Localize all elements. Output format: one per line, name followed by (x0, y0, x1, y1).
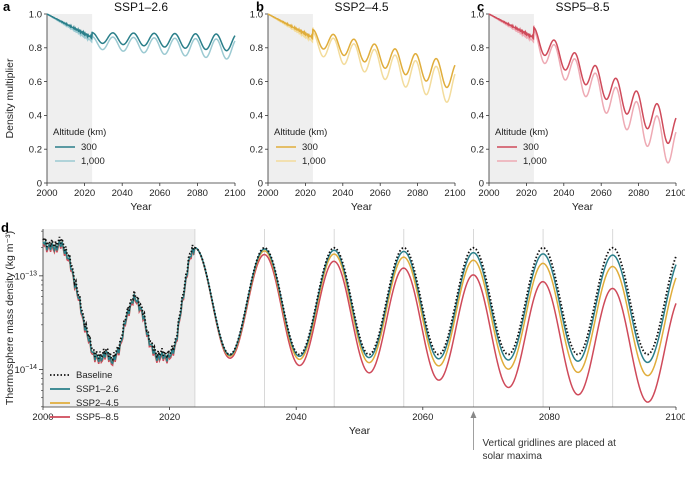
y-tick-base: 10 (15, 271, 26, 282)
series-line-1000 (46, 13, 236, 60)
y-tick-label: 10−14 (15, 364, 38, 376)
series-line-ssp1-2-6 (42, 238, 677, 365)
x-tick-label: 2020 (74, 188, 95, 199)
y-tick-label: 0.2 (250, 145, 263, 156)
x-tick-label: 2100 (665, 412, 685, 423)
y-tick-label: 0 (258, 178, 263, 189)
x-axis-label: Year (351, 201, 373, 213)
y-tick-base: 10 (15, 365, 26, 376)
x-tick-label: 2080 (187, 188, 208, 199)
x-axis-label: Year (572, 201, 594, 213)
legend-label-1000: 1,000 (81, 156, 105, 167)
annotation-arrow-head (470, 411, 477, 418)
y-tick-label: 0.4 (471, 111, 484, 122)
x-tick-label: 2000 (478, 188, 499, 199)
x-tick-label: 2060 (412, 412, 433, 423)
panel-title: SSP5–8.5 (555, 0, 609, 14)
legend-label: SSP1–2.6 (76, 384, 119, 395)
legend-label-300: 300 (302, 142, 318, 153)
x-tick-label: 2060 (591, 188, 612, 199)
x-tick-label: 2040 (286, 412, 307, 423)
y-tick-label: 1.0 (250, 9, 263, 20)
y-axis-label: Thermosphere mass density (kg m⁻³) (4, 231, 16, 405)
x-tick-label: 2100 (224, 188, 245, 199)
series-line-300 (488, 13, 677, 145)
panel-letter: d (1, 220, 9, 235)
y-tick-label: 0.6 (250, 77, 263, 88)
x-tick-label: 2060 (370, 188, 391, 199)
x-tick-label: 2020 (159, 412, 180, 423)
y-tick-label: 0.2 (471, 145, 484, 156)
x-tick-label: 2000 (36, 188, 57, 199)
x-tick-label: 2080 (539, 412, 560, 423)
x-tick-label: 2040 (553, 188, 574, 199)
legend-label-300: 300 (523, 142, 539, 153)
y-tick-label: 1.0 (471, 9, 484, 20)
panel-letter: c (477, 0, 484, 14)
legend-label-1000: 1,000 (302, 156, 326, 167)
panel-letter: a (3, 0, 11, 14)
x-tick-label: 2000 (32, 412, 53, 423)
panel-title: SSP2–4.5 (334, 0, 388, 14)
legend-label: Baseline (76, 370, 112, 381)
x-tick-label: 2100 (444, 188, 465, 199)
y-tick-label: 0.2 (29, 145, 42, 156)
x-tick-label: 2020 (516, 188, 537, 199)
legend-label-300: 300 (81, 142, 97, 153)
x-tick-label: 2020 (295, 188, 316, 199)
x-tick-label: 2080 (628, 188, 649, 199)
legend-title: Altitude (km) (495, 127, 548, 138)
y-tick-label: 0.6 (29, 77, 42, 88)
legend-title: Altitude (km) (53, 127, 106, 138)
x-axis-label: Year (349, 425, 371, 437)
panel-title: SSP1–2.6 (114, 0, 168, 14)
historical-shade (489, 14, 534, 183)
y-tick-exp: −13 (25, 270, 37, 277)
y-tick-label: 0.8 (250, 43, 263, 54)
panel-b: 2000 2020 2040 2060 2080 2100 0 0.2 0.4 0.6 0.8 1.0… (250, 0, 466, 213)
historical-shade (47, 14, 93, 183)
x-tick-label: 2060 (149, 188, 170, 199)
y-tick-label: 0.8 (29, 43, 42, 54)
x-tick-label: 2040 (112, 188, 133, 199)
x-tick-label: 2080 (407, 188, 428, 199)
legend-label: SSP5–8.5 (76, 412, 119, 423)
legend-label: SSP2–4.5 (76, 398, 119, 409)
y-tick-label: 0.4 (29, 111, 42, 122)
panel-c: 2000 2020 2040 2060 2080 2100 0 0.2 0.4 0.6 0.8 1.0… (471, 0, 685, 213)
x-tick-label: 2100 (665, 188, 685, 199)
x-tick-label: 2040 (332, 188, 353, 199)
annotation-text-line2: solar maxima (482, 451, 542, 462)
annotation-text-line1: Vertical gridlines are placed at (482, 438, 616, 449)
y-tick-label: 0 (479, 178, 484, 189)
y-tick-label: 1.0 (29, 9, 42, 20)
y-tick-label: 0 (37, 178, 42, 189)
x-tick-label: 2000 (257, 188, 278, 199)
x-axis-label: Year (130, 201, 152, 213)
historical-shade (268, 14, 313, 183)
panel-d: 2000 2020 2040 2060 2080 210010−1310−14Baseli… (1, 220, 685, 462)
y-tick-exp: −14 (25, 364, 37, 371)
y-tick-label: 0.6 (471, 77, 484, 88)
y-tick-label: 10−13 (15, 270, 38, 282)
legend-title: Altitude (km) (274, 127, 327, 138)
y-tick-label: 0.4 (250, 111, 263, 122)
panel-letter: b (256, 0, 264, 14)
series-line-300 (267, 13, 456, 89)
panel-a: 2000 2020 2040 2060 2080 2100 0 0.2 0.4 0.6 0.8 1.0… (3, 0, 246, 213)
series-line-1000 (488, 13, 677, 164)
series-line-300 (46, 13, 236, 52)
y-axis-label: Density multiplier (4, 58, 16, 138)
y-tick-label: 0.8 (471, 43, 484, 54)
series-line-1000 (267, 13, 456, 103)
legend-label-1000: 1,000 (523, 156, 547, 167)
